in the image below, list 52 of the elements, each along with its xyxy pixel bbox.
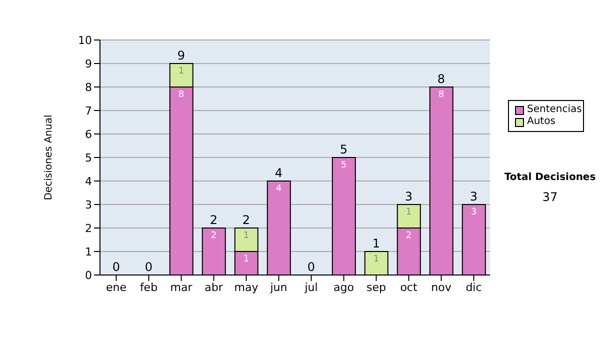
data-label: 8 bbox=[178, 90, 184, 100]
data-label: 2 bbox=[406, 231, 412, 241]
data-label: 2 bbox=[210, 231, 217, 241]
x-tick-label: ene bbox=[106, 280, 127, 294]
data-label: 1 bbox=[243, 231, 250, 241]
legend-label: Autos bbox=[527, 116, 556, 128]
y-tick-label: 6 bbox=[85, 128, 92, 141]
total-label: 2 bbox=[210, 213, 218, 227]
y-tick-label: 10 bbox=[78, 34, 92, 47]
text: 37 bbox=[541, 190, 559, 204]
total-label: 5 bbox=[340, 142, 348, 156]
x-tick-label: abr bbox=[204, 280, 224, 294]
x-tick-label: ago bbox=[334, 280, 354, 294]
data-label: 1 bbox=[373, 254, 380, 264]
data-label: 3 bbox=[470, 208, 477, 218]
total-label: 8 bbox=[437, 72, 446, 86]
y-tick-label: 7 bbox=[85, 104, 92, 118]
x-tick-label: nov bbox=[431, 280, 452, 294]
legend-label: Sentencias bbox=[527, 104, 582, 116]
total-label: 9 bbox=[177, 48, 186, 62]
x-tick-label: mar bbox=[170, 280, 193, 294]
y-tick-label: 4 bbox=[85, 174, 92, 188]
x-tick-label: jul bbox=[304, 280, 318, 294]
y-tick-label: 3 bbox=[85, 198, 92, 212]
x-tick-label: feb bbox=[140, 280, 158, 294]
x-tick-label: oct bbox=[400, 280, 418, 294]
data-label: 1 bbox=[178, 66, 184, 76]
y-tick-label: 5 bbox=[85, 151, 92, 164]
total-label: 2 bbox=[242, 213, 250, 227]
text: Total Decisiones bbox=[503, 172, 597, 183]
total-label: 0 bbox=[307, 260, 316, 274]
data-label: 5 bbox=[340, 160, 347, 170]
data-label: 1 bbox=[406, 208, 412, 218]
x-tick-label: sep bbox=[366, 280, 386, 294]
data-label: 1 bbox=[243, 254, 250, 264]
y-tick-label: 2 bbox=[85, 222, 92, 235]
y-tick-label: 8 bbox=[85, 80, 92, 94]
total-label: 4 bbox=[274, 166, 283, 180]
total-label: 3 bbox=[404, 190, 413, 204]
total-label: 0 bbox=[112, 260, 120, 274]
total-label: 3 bbox=[470, 190, 478, 204]
x-tick-label: jun bbox=[269, 280, 288, 294]
y-tick-label: 1 bbox=[85, 245, 92, 258]
y-axis-title: Decisiones Anual bbox=[44, 114, 55, 200]
x-tick-label: may bbox=[234, 280, 259, 294]
total-label: 0 bbox=[144, 260, 153, 274]
x-tick-label: dic bbox=[466, 280, 482, 294]
y-tick-label: 9 bbox=[85, 57, 92, 70]
data-label: 4 bbox=[276, 184, 282, 194]
total-label: 1 bbox=[372, 236, 380, 250]
y-tick-label: 0 bbox=[85, 268, 92, 282]
data-label: 8 bbox=[438, 90, 444, 100]
